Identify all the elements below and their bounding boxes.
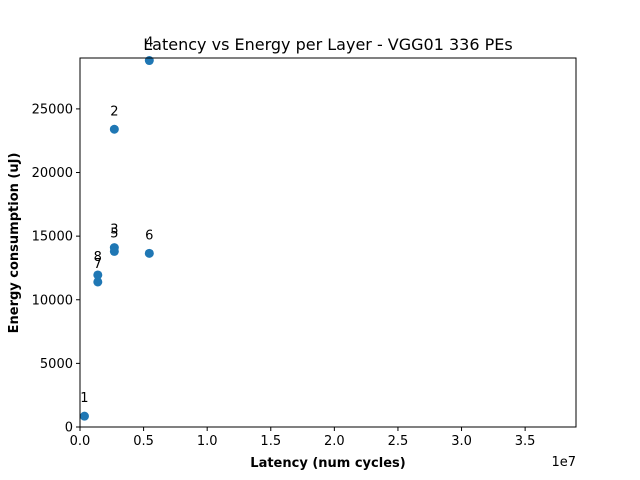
x-axis: 0.0 0.5 1.0 1.5 2.0 2.5 3.0 3.5 — [70, 427, 536, 449]
x-tick-label: 1.0 — [197, 434, 218, 449]
data-point-5 — [109, 246, 119, 256]
x-tick-label: 3.5 — [515, 434, 536, 449]
x-tick-label: 3.0 — [451, 434, 472, 449]
y-tick-label: 0 — [65, 421, 73, 436]
data-point-label-1: 1 — [80, 391, 88, 406]
y-tick-label: 20000 — [32, 166, 73, 181]
chart-title: Latency vs Energy per Layer - VGG01 336 … — [143, 35, 512, 54]
data-point-labels: 1 2 3 4 5 6 78 — [80, 36, 153, 407]
x-tick-label: 0.0 — [70, 434, 91, 449]
data-point-label-6: 6 — [145, 228, 153, 243]
data-point-4 — [144, 56, 154, 66]
data-point-1 — [79, 411, 89, 421]
plot-frame — [79, 57, 577, 428]
data-point-label-4: 4 — [145, 36, 153, 51]
y-tick-label: 15000 — [32, 230, 73, 245]
data-point-7 — [93, 277, 103, 287]
y-tick-label: 10000 — [32, 293, 73, 308]
data-point-6 — [144, 248, 154, 258]
data-point-label-3: 3 — [110, 223, 118, 238]
y-tick-label: 25000 — [32, 102, 73, 117]
x-tick-label: 2.0 — [324, 434, 345, 449]
data-point-label-5: 5 — [110, 226, 118, 241]
y-axis-title: Energy consumption (uJ) — [7, 153, 22, 334]
data-point-label-7: 7 — [94, 257, 102, 272]
x-offset-label: 1e7 — [551, 455, 576, 470]
x-tick-label: 2.5 — [388, 434, 409, 449]
data-point-label-8: 8 — [94, 250, 102, 265]
data-point-8 — [93, 270, 103, 280]
data-point-label-2: 2 — [110, 104, 118, 119]
x-tick-label: 1.5 — [260, 434, 281, 449]
x-tick-label: 0.5 — [133, 434, 154, 449]
y-axis: 0 5000 10000 15000 20000 25000 — [32, 102, 80, 436]
plot-area — [80, 58, 576, 427]
x-axis-title: Latency (num cycles) — [250, 456, 405, 471]
y-tick-label: 5000 — [40, 357, 73, 372]
data-point-2 — [109, 124, 119, 134]
